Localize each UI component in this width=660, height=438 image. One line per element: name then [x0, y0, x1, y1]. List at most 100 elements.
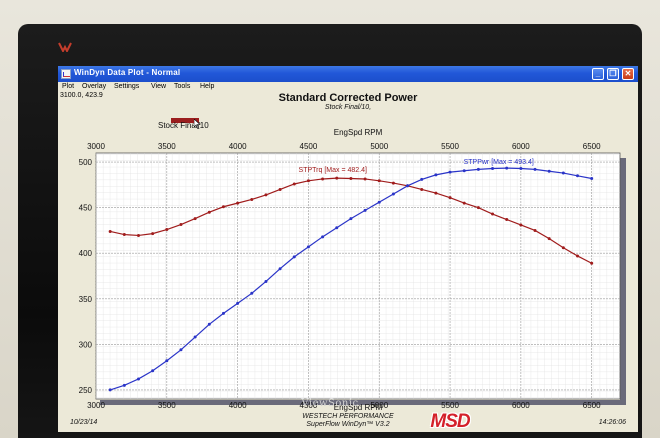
- data-point-stppwr: [533, 167, 537, 171]
- mouse-cursor-icon: [194, 119, 201, 129]
- series-layer: STPTrq [Max = 482.4] STPPwr [Max = 493.4]: [108, 159, 594, 392]
- series-annotation-stppwr: STPPwr [Max = 493.4]: [464, 159, 534, 166]
- x-tick-label-bottom: 3000: [87, 401, 105, 410]
- data-point-stptrq: [278, 187, 282, 191]
- screen: WinDyn Data Plot - Normal _ ❐ ✕ Plot Ove…: [58, 66, 638, 432]
- data-point-stptrq: [420, 187, 424, 191]
- data-point-stppwr: [165, 359, 169, 363]
- data-point-stptrq: [377, 179, 381, 183]
- data-point-stppwr: [476, 167, 480, 171]
- data-point-stptrq: [561, 246, 565, 250]
- legend-label: Stock Final/10: [158, 121, 209, 130]
- x-tick-label-bottom: 4500: [300, 401, 318, 410]
- data-point-stptrq: [207, 210, 211, 214]
- x-tick-label-bottom: 4000: [229, 401, 247, 410]
- monitor-brand: ViewSonic: [301, 398, 359, 409]
- x-tick-label-top: 3000: [87, 142, 105, 151]
- window-title: WinDyn Data Plot - Normal: [74, 68, 181, 77]
- data-point-stptrq: [264, 193, 268, 197]
- data-point-stptrq: [193, 217, 197, 221]
- data-point-stptrq: [533, 228, 537, 232]
- footer-software: SuperFlow WinDyn™ V3.2: [306, 421, 390, 428]
- data-point-stptrq: [292, 182, 296, 186]
- chart-title: Standard Corrected Power: [278, 92, 418, 104]
- series-annotation-stptrq: STPTrq [Max = 482.4]: [299, 167, 367, 174]
- data-point-stppwr: [108, 388, 112, 392]
- legend-swatch[interactable]: [171, 118, 199, 123]
- data-point-stppwr: [349, 217, 353, 221]
- close-button[interactable]: ✕: [622, 68, 634, 80]
- footer-date: 10/23/14: [70, 419, 98, 426]
- x-tick-label-top: 4000: [229, 142, 247, 151]
- data-point-stppwr: [391, 192, 395, 196]
- data-point-stppwr: [236, 301, 240, 305]
- app-icon: [61, 69, 71, 79]
- x-tick-label-top: 5000: [370, 142, 388, 151]
- x-tick-label-top: 5500: [441, 142, 459, 151]
- data-point-stptrq: [434, 191, 438, 195]
- data-point-stptrq: [335, 176, 339, 180]
- series-stptrq: STPTrq [Max = 482.4]: [108, 167, 594, 265]
- data-point-stptrq: [122, 233, 126, 237]
- menu-view[interactable]: View: [151, 83, 167, 90]
- x-tick-label-top: 6500: [583, 142, 601, 151]
- x-tick-label-top: 3500: [158, 142, 176, 151]
- data-point-stppwr: [561, 171, 565, 175]
- data-point-stptrq: [250, 197, 254, 201]
- data-point-stptrq: [108, 229, 112, 233]
- menu-settings[interactable]: Settings: [114, 83, 140, 90]
- data-point-stppwr: [136, 377, 140, 381]
- x-axis-label-top: EngSpd RPM: [334, 128, 383, 137]
- y-tick-label: 350: [79, 295, 93, 304]
- title-bar[interactable]: WinDyn Data Plot - Normal _ ❐ ✕: [58, 66, 638, 82]
- data-point-stppwr: [321, 235, 325, 239]
- minor-grid: [96, 153, 620, 399]
- x-tick-label-top: 4500: [300, 142, 318, 151]
- data-point-stptrq: [349, 177, 353, 181]
- plot-shadow-right: [620, 158, 626, 404]
- data-point-stppwr: [363, 208, 367, 212]
- data-point-stppwr: [306, 245, 310, 249]
- maximize-button[interactable]: ❐: [607, 68, 619, 80]
- minimize-button[interactable]: _: [592, 68, 604, 80]
- data-point-stppwr: [179, 348, 183, 352]
- data-point-stptrq: [476, 206, 480, 210]
- cursor-readout: 3100.0, 423.9: [60, 92, 103, 99]
- data-point-stppwr: [519, 166, 523, 170]
- data-point-stppwr: [151, 369, 155, 373]
- data-point-stptrq: [151, 232, 155, 236]
- data-point-stptrq: [306, 179, 310, 183]
- data-point-stptrq: [236, 201, 240, 205]
- menu-tools[interactable]: Tools: [174, 83, 191, 90]
- data-point-stppwr: [491, 166, 495, 170]
- y-tick-label: 250: [79, 386, 93, 395]
- footer-company: WESTECH PERFORMANCE: [302, 413, 394, 420]
- data-point-stppwr: [448, 170, 452, 174]
- data-point-stptrq: [576, 254, 580, 258]
- data-point-stppwr: [576, 174, 580, 178]
- data-point-stppwr: [250, 291, 254, 295]
- data-point-stptrq: [505, 218, 509, 222]
- major-grid: [95, 153, 620, 399]
- data-point-stppwr: [406, 184, 410, 188]
- data-point-stppwr: [193, 335, 197, 339]
- menu-help[interactable]: Help: [200, 83, 215, 90]
- data-point-stppwr: [462, 169, 466, 173]
- data-point-stptrq: [136, 233, 140, 237]
- data-point-stppwr: [335, 226, 339, 230]
- x-tick-label-bottom: 6000: [512, 401, 530, 410]
- x-ticks-bottom: 3000 3500 4000 4500 5000 5500 6000 6500: [87, 401, 601, 410]
- sticker-text: MSD: [430, 411, 470, 432]
- data-point-stptrq: [179, 223, 183, 227]
- data-point-stppwr: [590, 177, 594, 181]
- menu-overlay[interactable]: Overlay: [82, 83, 107, 90]
- menu-plot[interactable]: Plot: [62, 83, 75, 90]
- data-point-stppwr: [292, 255, 296, 259]
- y-tick-label: 500: [79, 158, 93, 167]
- monitor: WinDyn Data Plot - Normal _ ❐ ✕ Plot Ove…: [18, 24, 642, 438]
- data-point-stptrq: [391, 181, 395, 185]
- plot-area[interactable]: 3000 3500 4000 4500 5000 5500 6000 6500 3000 350…: [58, 66, 638, 432]
- data-point-stppwr: [420, 177, 424, 181]
- monitor-logo-icon: [58, 42, 72, 52]
- x-axis-label-bottom: EngSpd RPM: [334, 403, 383, 412]
